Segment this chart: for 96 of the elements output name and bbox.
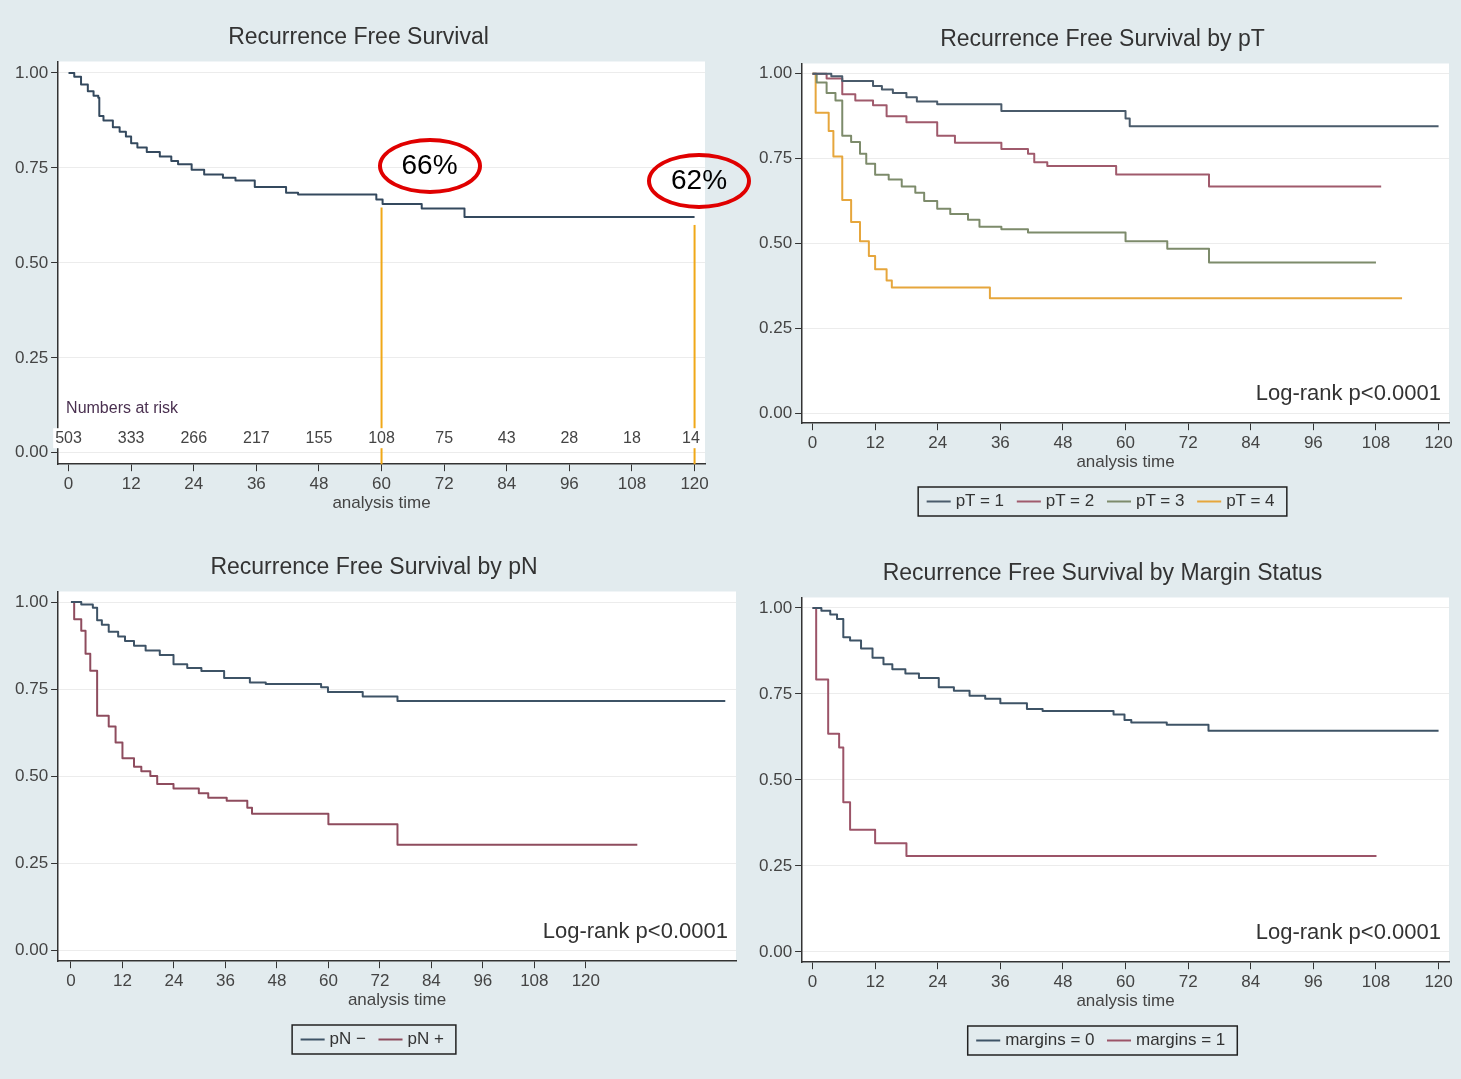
annotation: 62% — [670, 164, 728, 196]
x-tick-label: 108 — [1361, 433, 1391, 453]
x-axis-title: analysis time — [1076, 452, 1175, 472]
chart-title: Recurrence Free Survival by pN — [210, 553, 538, 580]
y-tick-label: 0.25 — [758, 855, 793, 875]
annotation: Log-rank p<0.0001 — [1255, 919, 1441, 945]
x-tick-label: 48 — [1053, 433, 1073, 453]
y-tick-label: 1.00 — [758, 63, 793, 83]
x-tick-label: 48 — [309, 474, 329, 494]
x-tick-label: 120 — [1424, 972, 1453, 992]
x-tick-label: 0 — [807, 972, 818, 992]
x-tick-label: 0 — [63, 474, 74, 494]
x-tick-label: 60 — [1116, 972, 1135, 992]
x-tick-label: 72 — [1178, 972, 1198, 992]
x-axis-title: analysis time — [347, 990, 447, 1010]
x-tick-label: 84 — [421, 971, 441, 991]
chart-title: Recurrence Free Survival — [228, 23, 489, 50]
annotation: 43 — [497, 428, 516, 446]
y-tick-label: 0.25 — [14, 853, 49, 873]
x-tick-label: 12 — [121, 474, 141, 494]
x-tick-label: 24 — [164, 971, 184, 991]
y-tick-label: 0.75 — [14, 157, 49, 177]
x-tick-label: 72 — [370, 971, 390, 991]
legend-label: pT = 4 — [1226, 491, 1275, 511]
y-tick-label: 0.75 — [14, 678, 49, 698]
x-tick-label: 84 — [1241, 433, 1261, 453]
legend-label: pN − — [329, 1029, 367, 1049]
annotation: 66% — [401, 148, 458, 180]
x-tick-label: 96 — [1303, 972, 1323, 992]
y-tick-label: 0.50 — [14, 766, 49, 786]
y-tick-label: 1.00 — [14, 62, 49, 82]
x-tick-label: 108 — [1361, 972, 1391, 992]
annotation: Numbers at risk — [66, 398, 180, 416]
x-tick-label: 60 — [372, 474, 391, 494]
annotation: 75 — [435, 428, 454, 446]
x-tick-label: 0 — [807, 433, 818, 453]
y-tick-label: 0.00 — [758, 941, 793, 961]
x-tick-label: 12 — [112, 971, 132, 991]
x-tick-label: 24 — [928, 433, 948, 453]
legend-label: pT = 1 — [955, 491, 1005, 511]
chart-title: Recurrence Free Survival by pT — [940, 25, 1265, 52]
x-tick-label: 120 — [680, 474, 709, 494]
annotation: 217 — [242, 428, 270, 446]
x-tick-label: 24 — [928, 972, 948, 992]
annotation: 333 — [117, 428, 145, 446]
annotation: 503 — [55, 428, 82, 446]
y-tick-label: 0.00 — [14, 442, 49, 462]
x-axis-title: analysis time — [1076, 991, 1175, 1011]
legend-label: margins = 1 — [1136, 1030, 1226, 1050]
x-tick-label: 108 — [520, 971, 549, 991]
x-tick-label: 36 — [990, 972, 1010, 992]
x-tick-label: 24 — [184, 474, 204, 494]
x-tick-label: 36 — [215, 971, 235, 991]
legend-label: pN + — [407, 1029, 444, 1049]
y-tick-label: 0.00 — [14, 940, 49, 960]
legend-label: margins = 0 — [1005, 1030, 1095, 1050]
y-tick-label: 0.75 — [758, 683, 793, 703]
y-tick-label: 0.00 — [758, 402, 793, 422]
y-tick-label: 1.00 — [14, 591, 49, 611]
x-tick-label: 72 — [1178, 433, 1198, 453]
x-tick-label: 48 — [1053, 972, 1073, 992]
x-tick-label: 36 — [990, 433, 1010, 453]
annotation: 155 — [305, 428, 333, 446]
x-tick-label: 72 — [434, 474, 454, 494]
x-tick-label: 60 — [1116, 433, 1135, 453]
x-tick-label: 96 — [559, 474, 579, 494]
x-tick-label: 0 — [66, 971, 76, 991]
x-tick-label: 120 — [571, 971, 601, 991]
x-tick-label: 96 — [473, 971, 493, 991]
y-tick-label: 0.50 — [758, 233, 793, 253]
x-tick-label: 12 — [865, 972, 885, 992]
chart-title: Recurrence Free Survival by Margin Status — [882, 559, 1323, 586]
x-axis-title: analysis time — [332, 493, 431, 513]
x-tick-label: 36 — [246, 474, 266, 494]
x-tick-label: 96 — [1303, 433, 1323, 453]
y-tick-label: 0.25 — [14, 347, 49, 367]
x-tick-label: 84 — [497, 474, 517, 494]
y-tick-label: 0.50 — [758, 769, 793, 789]
annotation: Log-rank p<0.0001 — [1255, 380, 1441, 406]
annotation: Log-rank p<0.0001 — [542, 918, 728, 944]
legend-label: pT = 3 — [1136, 491, 1185, 511]
y-tick-label: 1.00 — [758, 597, 793, 617]
x-tick-label: 120 — [1424, 433, 1453, 453]
x-tick-label: 12 — [865, 433, 885, 453]
annotation: 266 — [180, 428, 208, 446]
x-tick-label: 84 — [1241, 972, 1261, 992]
annotation: 14 — [682, 428, 700, 446]
x-tick-label: 48 — [267, 971, 287, 991]
y-tick-label: 0.50 — [14, 252, 49, 272]
y-tick-label: 0.25 — [758, 317, 793, 337]
annotation: 18 — [623, 428, 641, 446]
x-tick-label: 108 — [617, 474, 647, 494]
annotation: 28 — [560, 428, 579, 446]
x-tick-label: 60 — [318, 971, 338, 991]
legend-label: pT = 2 — [1045, 491, 1095, 511]
y-tick-label: 0.75 — [758, 148, 793, 168]
